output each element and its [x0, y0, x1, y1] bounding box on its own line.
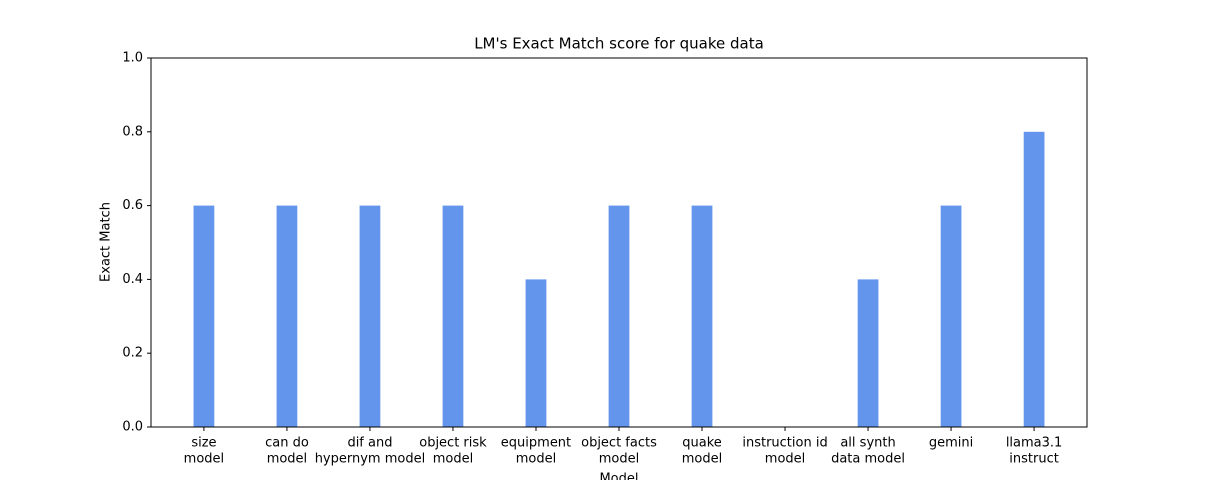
x-tick-label: object risk	[419, 436, 487, 451]
x-tick-label: instruction id	[742, 436, 827, 451]
bar	[525, 279, 547, 427]
x-tick-label: data model	[831, 452, 905, 467]
bar	[608, 205, 630, 427]
x-tick-label: model	[433, 452, 473, 467]
x-tick-label: model	[267, 452, 307, 467]
x-tick-label: instruct	[1009, 452, 1059, 467]
y-tick-label: 0.4	[122, 272, 143, 287]
chart-title: LM's Exact Match score for quake data	[474, 35, 764, 53]
x-tick-label: model	[599, 452, 639, 467]
y-tick-label: 0.2	[122, 346, 143, 361]
x-tick-label: model	[682, 452, 722, 467]
x-tick-label: gemini	[929, 436, 973, 451]
x-tick-label: all synth	[840, 436, 895, 451]
y-tick-label: 1.0	[122, 51, 143, 66]
bar	[359, 205, 381, 427]
bar	[276, 205, 298, 427]
plot-frame	[150, 57, 1088, 428]
y-tick-label: 0.8	[122, 124, 143, 139]
bar	[1023, 131, 1045, 428]
x-tick-label: model	[516, 452, 556, 467]
bar	[193, 205, 215, 427]
bar	[442, 205, 464, 427]
y-axis-label: Exact Match	[99, 202, 114, 282]
x-tick-label: model	[184, 452, 224, 467]
x-tick-label: size	[191, 436, 216, 451]
x-tick-label: object facts	[581, 436, 657, 451]
y-tick-label: 0.0	[122, 420, 143, 435]
y-tick-label: 0.6	[122, 198, 143, 213]
x-tick-label: hypernym model	[315, 452, 426, 467]
x-axis-label: Model	[599, 472, 638, 480]
x-tick-label: dif and	[347, 436, 392, 451]
bar	[940, 205, 962, 427]
x-tick-label: equipment	[501, 436, 571, 451]
x-tick-label: can do	[265, 436, 309, 451]
bar	[691, 205, 713, 427]
x-tick-label: quake	[682, 436, 722, 451]
x-tick-label: llama3.1	[1006, 436, 1063, 451]
bar	[857, 279, 879, 427]
x-tick-label: model	[765, 452, 805, 467]
